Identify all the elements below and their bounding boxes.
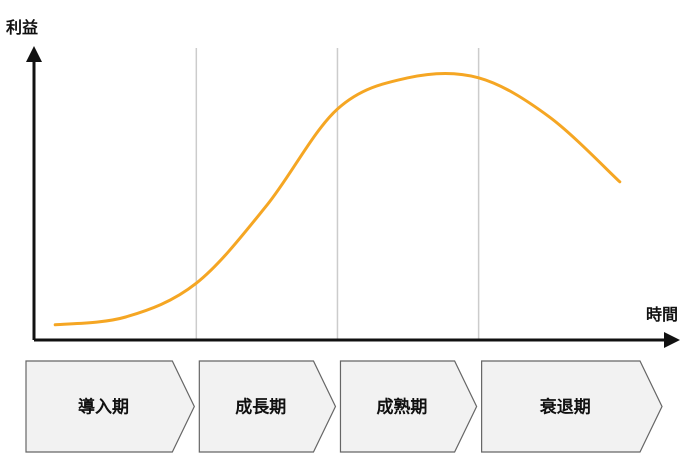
x-axis-label: 時間 xyxy=(646,305,678,324)
y-axis-label: 利益 xyxy=(6,18,38,37)
x-axis xyxy=(34,332,680,348)
stage-chevron-1: 導入期 xyxy=(25,360,195,453)
stage-chevron-shape xyxy=(481,360,663,453)
stage-label: 導入期 xyxy=(78,397,129,418)
stage-chevron-3: 成熟期 xyxy=(339,360,478,453)
y-axis-arrow-icon xyxy=(26,46,42,62)
stage-label: 成熟期 xyxy=(376,397,427,418)
x-axis-arrow-icon xyxy=(664,332,680,348)
stage-label: 成長期 xyxy=(235,397,286,418)
profit-curve-line xyxy=(53,71,622,327)
stages-layer: 導入期 成長期 成熟期 衰退期 xyxy=(25,360,663,453)
stage-chevron-shape xyxy=(339,360,478,453)
series-layer xyxy=(53,71,622,327)
stage-label: 衰退期 xyxy=(539,397,591,418)
stage-chevron-shape xyxy=(198,360,337,453)
stage-chevron-shape xyxy=(25,360,195,453)
stage-dividers xyxy=(195,48,480,340)
y-axis xyxy=(26,46,42,340)
stage-chevron-4: 衰退期 xyxy=(481,360,663,453)
stage-chevron-2: 成長期 xyxy=(198,360,337,453)
